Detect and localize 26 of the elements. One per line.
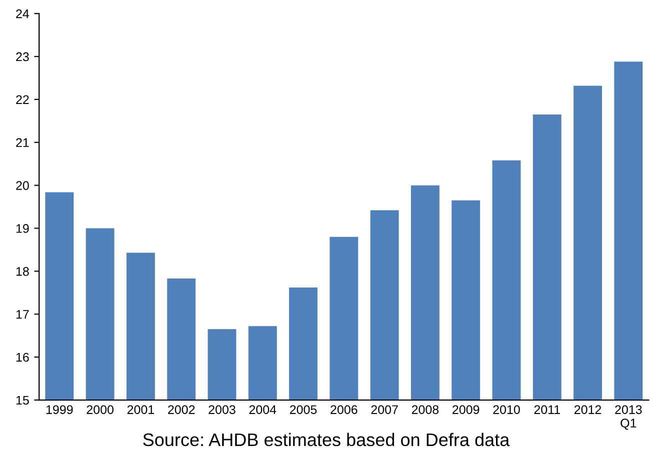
- y-tick-label: 19: [16, 224, 29, 233]
- y-tick-label: 24: [16, 9, 30, 18]
- x-tick-label: 2006: [330, 405, 358, 414]
- source-note: Source: AHDB estimates based on Defra data: [143, 432, 510, 446]
- y-tick-label: 20: [16, 181, 29, 190]
- x-tick-label: 2003: [208, 405, 236, 414]
- x-tick-label: 2004: [249, 405, 276, 414]
- y-tick-label: 21: [16, 138, 29, 147]
- y-tick-label: 16: [16, 352, 29, 362]
- x-tick-label: 2002: [168, 405, 195, 414]
- x-tick-label: 2005: [290, 405, 317, 414]
- x-tick-label: 2011: [534, 405, 560, 414]
- y-tick-label: 22: [16, 95, 29, 104]
- x-tick-label: 2012: [574, 405, 602, 414]
- x-tick-label: 1999: [46, 405, 73, 414]
- x-tick-label: 2013 Q1: [615, 405, 642, 430]
- x-tick-label: 2009: [452, 405, 480, 414]
- y-tick-label: 18: [16, 267, 29, 276]
- y-tick-label: 23: [16, 52, 29, 62]
- y-tick-label: 17: [16, 310, 29, 319]
- x-tick-label: 2000: [86, 405, 114, 414]
- x-tick-label: 2010: [493, 405, 520, 414]
- x-tick-label: 2007: [371, 405, 398, 414]
- x-tick-label: 2008: [412, 405, 439, 414]
- y-tick-label: 15: [16, 396, 29, 405]
- x-tick-label: 2001: [127, 405, 154, 414]
